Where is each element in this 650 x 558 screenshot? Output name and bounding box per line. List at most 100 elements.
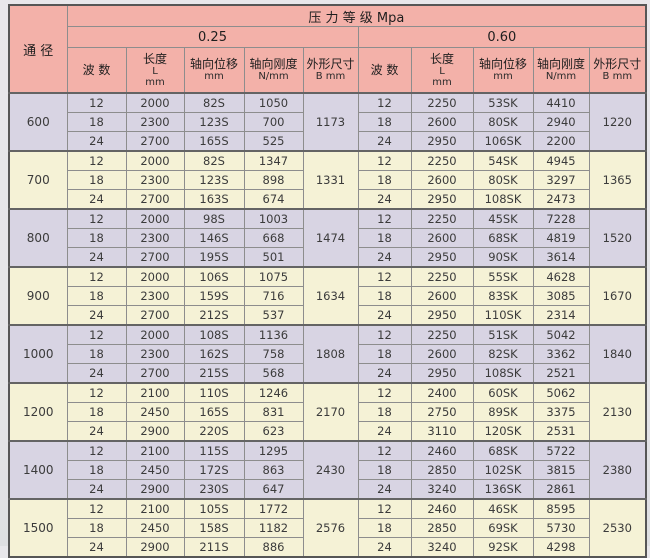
cell-axial-displacement-p025: 230S: [183, 479, 245, 500]
cell-length-p025: 2300: [125, 112, 185, 132]
cell-axial-stiffness-p025: 886: [243, 537, 304, 558]
cell-length-p060: 2250: [410, 266, 474, 287]
cell-length-p060: 2600: [410, 344, 474, 364]
cell-axial-displacement-p060: 68SK: [472, 440, 534, 461]
cell-length-p060: 2250: [410, 92, 474, 113]
table-row-900-24: 24 2700 212S 537 24 2950 110SK 2314: [9, 305, 646, 326]
table-row-900-18: 18 2300 159S 716 18 2600 83SK 3085: [9, 286, 646, 306]
cell-axial-displacement-p060: 45SK: [472, 208, 534, 229]
cell-axial-displacement-p025: 211S: [183, 537, 245, 558]
cell-wave-count-p025: 18: [66, 170, 127, 190]
cell-length-p025: 2300: [125, 344, 185, 364]
cell-axial-stiffness-p060: 3614: [532, 247, 590, 268]
cell-length-p025: 2300: [125, 286, 185, 306]
cell-wave-count-p060: 12: [357, 498, 412, 519]
cell-length-p025: 2450: [125, 518, 185, 538]
cell-diameter: 1500: [8, 498, 68, 558]
cell-axial-stiffness-p025: 1050: [243, 92, 304, 113]
cell-axial-stiffness-p025: 525: [243, 131, 304, 152]
cell-axial-stiffness-p025: 1295: [243, 440, 304, 461]
cell-length-p025: 2450: [125, 402, 185, 422]
cell-axial-stiffness-p025: 716: [243, 286, 304, 306]
cell-wave-count-p060: 24: [357, 131, 412, 152]
cell-axial-stiffness-p025: 1182: [243, 518, 304, 538]
cell-axial-stiffness-p060: 5042: [532, 324, 590, 345]
pressure-class-060-header: 0.60: [357, 26, 647, 48]
cell-outer-dimension-b-p060: 1365: [588, 150, 647, 210]
cell-axial-displacement-p060: 106SK: [472, 131, 534, 152]
cell-axial-displacement-p025: 158S: [183, 518, 245, 538]
col-header-wave-count-p025: 波 数: [66, 47, 127, 94]
table-row-700-18: 18 2300 123S 898 18 2600 80SK 3297: [9, 170, 646, 190]
cell-wave-count-p060: 12: [357, 150, 412, 171]
cell-length-p025: 2300: [125, 170, 185, 190]
cell-outer-dimension-b-p025: 1634: [302, 266, 359, 326]
cell-length-p025: 2100: [125, 382, 185, 403]
cell-axial-stiffness-p025: 1772: [243, 498, 304, 519]
cell-length-p060: 2460: [410, 498, 474, 519]
cell-length-p025: 2000: [125, 150, 185, 171]
cell-outer-dimension-b-p060: 2530: [588, 498, 647, 558]
cell-wave-count-p060: 12: [357, 382, 412, 403]
cell-wave-count-p025: 24: [66, 479, 127, 500]
cell-axial-displacement-p025: 115S: [183, 440, 245, 461]
cell-axial-stiffness-p025: 1246: [243, 382, 304, 403]
cell-length-p060: 2250: [410, 324, 474, 345]
cell-axial-stiffness-p025: 537: [243, 305, 304, 326]
cell-diameter: 1400: [8, 440, 68, 500]
col-header-outer-dimension-b-p060: 外形尺寸 B mm: [588, 47, 647, 94]
cell-outer-dimension-b-p060: 1220: [588, 92, 647, 152]
cell-wave-count-p060: 18: [357, 402, 412, 422]
cell-wave-count-p025: 18: [66, 228, 127, 248]
cell-wave-count-p025: 24: [66, 189, 127, 210]
cell-wave-count-p060: 12: [357, 92, 412, 113]
cell-axial-stiffness-p060: 5730: [532, 518, 590, 538]
cell-axial-stiffness-p025: 1347: [243, 150, 304, 171]
col-header-axial-stiffness-p025: 轴向刚度 N/mm: [243, 47, 304, 94]
cell-length-p060: 2850: [410, 518, 474, 538]
table-row-1200-24: 24 2900 220S 623 24 3110 120SK 2531: [9, 421, 646, 442]
cell-outer-dimension-b-p060: 1520: [588, 208, 647, 268]
cell-wave-count-p025: 24: [66, 363, 127, 384]
cell-wave-count-p025: 24: [66, 305, 127, 326]
cell-length-p060: 2250: [410, 208, 474, 229]
cell-axial-displacement-p025: 165S: [183, 131, 245, 152]
col-header-outer-dimension-b-p025: 外形尺寸 B mm: [302, 47, 359, 94]
cell-wave-count-p025: 18: [66, 460, 127, 480]
cell-length-p025: 2000: [125, 324, 185, 345]
table-row-800-12: 800 12 2000 98S 1003 1474 12 2250 45SK 7228 1520: [8, 208, 647, 268]
table-row-600-24: 24 2700 165S 525 24 2950 106SK 2200: [9, 131, 646, 152]
cell-wave-count-p060: 24: [357, 537, 412, 558]
cell-length-p060: 2250: [410, 150, 474, 171]
cell-wave-count-p025: 12: [66, 266, 127, 287]
cell-axial-displacement-p060: 51SK: [472, 324, 534, 345]
cell-axial-displacement-p025: 159S: [183, 286, 245, 306]
cell-wave-count-p025: 18: [66, 344, 127, 364]
cell-wave-count-p025: 12: [66, 208, 127, 229]
cell-outer-dimension-b-p060: 2130: [588, 382, 647, 442]
table-row-1500-12: 1500 12 2100 105S 1772 2576 12 2460 46SK 8595 2530: [8, 498, 647, 558]
cell-axial-stiffness-p025: 700: [243, 112, 304, 132]
col-header-axial-stiffness-p060: 轴向刚度 N/mm: [532, 47, 590, 94]
cell-axial-stiffness-p060: 2531: [532, 421, 590, 442]
cell-axial-stiffness-p025: 1003: [243, 208, 304, 229]
cell-axial-stiffness-p060: 4945: [532, 150, 590, 171]
cell-length-p060: 2950: [410, 305, 474, 326]
cell-axial-stiffness-p060: 4410: [532, 92, 590, 113]
cell-axial-stiffness-p025: 623: [243, 421, 304, 442]
table-row-600-12: 600 12 2000 82S 1050 1173 12 2250 53SK 4410 1220: [8, 92, 647, 152]
cell-axial-displacement-p060: 54SK: [472, 150, 534, 171]
cell-axial-displacement-p060: 82SK: [472, 344, 534, 364]
cell-diameter: 1000: [8, 324, 68, 384]
cell-axial-displacement-p060: 108SK: [472, 189, 534, 210]
cell-axial-displacement-p060: 60SK: [472, 382, 534, 403]
cell-length-p025: 2300: [125, 228, 185, 248]
table-row-1000-24: 24 2700 215S 568 24 2950 108SK 2521: [9, 363, 646, 384]
cell-axial-stiffness-p025: 758: [243, 344, 304, 364]
cell-outer-dimension-b-p025: 2576: [302, 498, 359, 558]
cell-wave-count-p060: 12: [357, 208, 412, 229]
cell-axial-displacement-p025: 212S: [183, 305, 245, 326]
cell-length-p060: 2950: [410, 247, 474, 268]
cell-wave-count-p060: 18: [357, 518, 412, 538]
